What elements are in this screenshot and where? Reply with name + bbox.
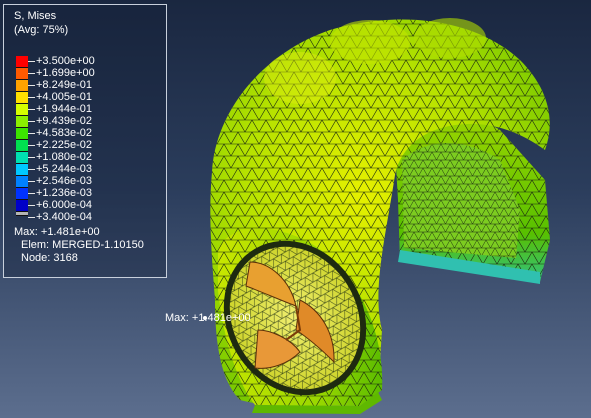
aortic-arch-model [203, 18, 550, 414]
max-marker [203, 316, 207, 320]
legend-swatch [16, 164, 28, 176]
legend-swatch [16, 104, 28, 116]
legend-value: +2.546e-03 [36, 175, 92, 187]
legend-level: +1.699e+00 [16, 67, 166, 80]
contour-legend: S, Mises (Avg: 75%) +3.500e+00 +1.699e+00… [3, 4, 167, 278]
legend-value: +2.225e-02 [36, 139, 92, 151]
legend-level: +6.000e-04 [16, 199, 166, 212]
legend-tick [28, 85, 35, 86]
legend-tick [28, 181, 35, 182]
legend-tick [28, 157, 35, 158]
legend-level: +2.546e-03 [16, 175, 166, 188]
max-value: Max: +1.481e+00 [14, 226, 100, 238]
legend-value: +4.005e-01 [36, 91, 92, 103]
legend-value: +3.400e-04 [36, 211, 92, 223]
max-node: Node: 3168 [21, 252, 78, 264]
max-marker-label: Max: +1.481e+00 [165, 312, 251, 324]
legend-swatch [16, 116, 28, 128]
legend-swatch [16, 176, 28, 188]
legend-tick [28, 193, 35, 194]
legend-tick [28, 61, 35, 62]
legend-swatch [16, 68, 28, 80]
legend-value: +5.244e-03 [36, 163, 92, 175]
max-info: Max: +1.481e+00 Elem: MERGED-1.10150 Nod… [14, 226, 144, 265]
valve-leaflet [295, 299, 335, 364]
legend-level: +1.944e-01 [16, 103, 166, 116]
legend-swatch [16, 56, 28, 68]
legend-value: +4.583e-02 [36, 127, 92, 139]
legend-level: +5.244e-03 [16, 163, 166, 176]
legend-value: +1.080e-02 [36, 151, 92, 163]
legend-tick [28, 145, 35, 146]
legend-variable: S, Mises [14, 10, 57, 22]
legend-levels: +3.500e+00 +1.699e+00 +8.249e-01 +4.005e-01… [16, 55, 166, 224]
legend-value: +1.944e-01 [36, 103, 92, 115]
legend-swatch [16, 212, 28, 216]
legend-level: +9.439e-02 [16, 115, 166, 128]
legend-level: +8.249e-01 [16, 79, 166, 92]
legend-level: +4.583e-02 [16, 127, 166, 140]
legend-level: +3.400e-04 [16, 211, 166, 224]
max-element: Elem: MERGED-1.10150 [21, 239, 144, 251]
legend-value: +1.699e+00 [36, 67, 95, 79]
legend-value: +6.000e-04 [36, 199, 92, 211]
legend-value: +3.500e+00 [36, 55, 95, 67]
legend-swatch [16, 128, 28, 140]
legend-averaging: (Avg: 75%) [14, 24, 69, 36]
legend-value: +9.439e-02 [36, 115, 92, 127]
legend-tick [28, 205, 35, 206]
legend-tick [28, 169, 35, 170]
legend-tick [28, 121, 35, 122]
legend-swatch [16, 140, 28, 152]
legend-swatch [16, 80, 28, 92]
legend-value: +1.236e-03 [36, 187, 92, 199]
legend-swatch [16, 92, 28, 104]
legend-tick [28, 73, 35, 74]
legend-swatch [16, 152, 28, 164]
legend-level: +4.005e-01 [16, 91, 166, 104]
legend-tick [28, 133, 35, 134]
legend-tick [28, 109, 35, 110]
legend-level: +2.225e-02 [16, 139, 166, 152]
legend-level: +1.236e-03 [16, 187, 166, 200]
legend-value: +8.249e-01 [36, 79, 92, 91]
valve-leaflet [254, 329, 301, 369]
legend-swatch [16, 200, 28, 212]
legend-swatch [16, 188, 28, 200]
legend-tick [28, 217, 35, 218]
legend-level: +3.500e+00 [16, 55, 166, 68]
legend-level: +1.080e-02 [16, 151, 166, 164]
legend-tick [28, 97, 35, 98]
